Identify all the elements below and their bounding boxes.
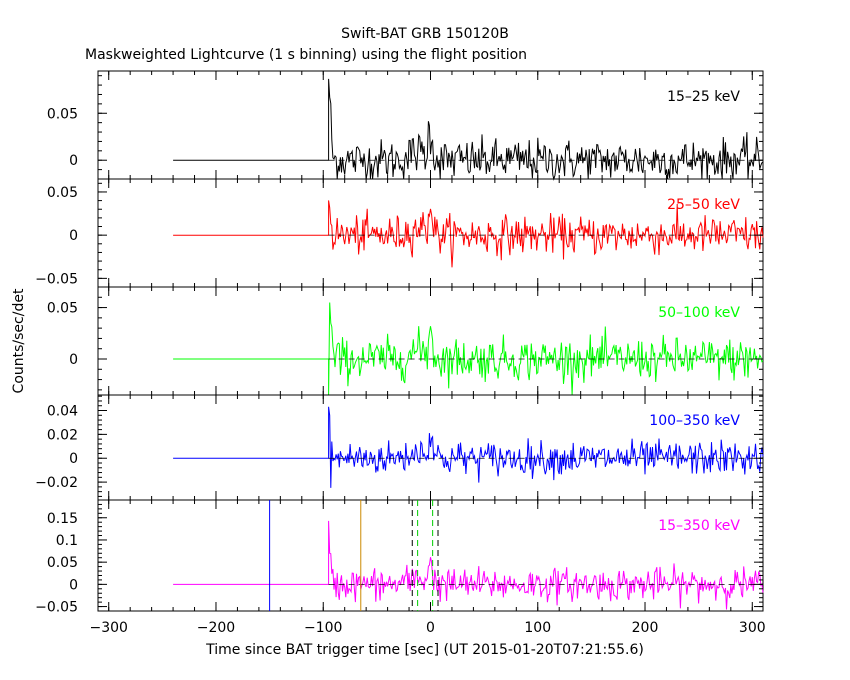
y-tick-label: 0.05 [47,185,78,201]
y-tick-label: 0 [69,153,78,169]
panel-label-2: 50–100 keV [658,305,740,321]
panel-frame [97,394,764,501]
series-line [173,406,764,488]
panels-group: 0 0.05 15–25 keV −0.05 0 0.05 25–50 keV 0 0.05 50… [35,70,766,636]
x-tick-label: 200 [632,620,659,636]
panel-label-4: 15–350 keV [658,518,740,534]
chart-title: Swift-BAT GRB 150120B [341,26,509,42]
y-tick-label: 0.04 [47,404,78,420]
x-tick-label: −100 [304,620,342,636]
panel-0: 0 0.05 15–25 keV [47,70,764,181]
y-tick-label: 0.05 [47,106,78,122]
series-line [173,302,764,396]
panel-frame [97,178,764,288]
x-axis-label: Time since BAT trigger time [sec] (UT 20… [205,642,644,658]
chart-subtitle: Maskweighted Lightcurve (1 s binning) us… [85,47,527,63]
y-tick-label: 0 [69,352,78,368]
series-line [173,200,764,268]
panel-label-1: 25–50 keV [667,197,740,213]
panel-1: −0.05 0 0.05 25–50 keV [35,178,764,288]
panel-frame [97,70,764,180]
y-tick-label: −0.02 [35,475,78,491]
y-tick-label: 0.15 [47,511,78,527]
y-tick-label: 0 [69,577,78,593]
y-tick-label: −0.05 [35,271,78,287]
y-axis-label: Counts/sec/det [11,288,27,393]
y-tick-label: 0.02 [47,427,78,443]
x-tick-label: −300 [89,620,127,636]
x-tick-label: 300 [739,620,766,636]
y-tick-label: 0.05 [47,301,78,317]
y-tick-label: 0 [69,228,78,244]
y-tick-label: −0.05 [35,600,78,616]
panel-3: −0.02 0 0.02 0.04 100–350 keV [35,394,764,501]
panel-label-3: 100–350 keV [649,413,740,429]
panel-2: 0 0.05 50–100 keV [47,286,764,396]
x-tick-label: 100 [524,620,551,636]
panel-4: −0.05 0 0.05 0.1 0.15 15–350 keV [35,499,764,616]
x-tick-label: −200 [197,620,235,636]
panel-label-0: 15–25 keV [667,89,740,105]
y-tick-label: 0.1 [56,533,78,549]
series-line [173,78,764,181]
y-tick-label: 0.05 [47,555,78,571]
x-tick-label: 0 [426,620,435,636]
y-tick-label: 0 [69,451,78,467]
panel-frame [97,499,764,612]
series-line [173,520,764,610]
